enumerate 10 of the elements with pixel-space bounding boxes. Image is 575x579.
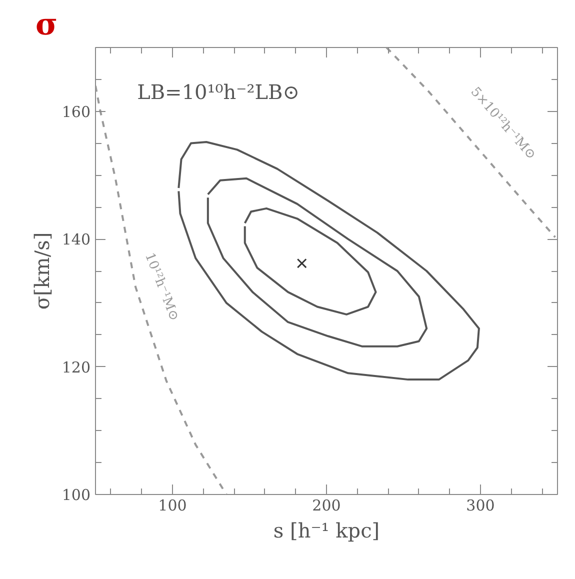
y-axis-title: σ[km/s]: [30, 232, 54, 310]
x-tick-label: 300: [466, 496, 495, 514]
chart-title: σ: [36, 8, 58, 42]
x-tick-label: 200: [312, 496, 341, 514]
annotation: LB=10¹⁰h⁻²LB⊙: [137, 80, 300, 104]
x-axis-title: s [h⁻¹ kpc]: [273, 518, 380, 542]
y-tick-label: 160: [62, 102, 91, 121]
y-tick-label: 140: [62, 230, 91, 249]
x-tick-label: 100: [158, 496, 187, 514]
y-tick-label: 120: [62, 358, 91, 376]
